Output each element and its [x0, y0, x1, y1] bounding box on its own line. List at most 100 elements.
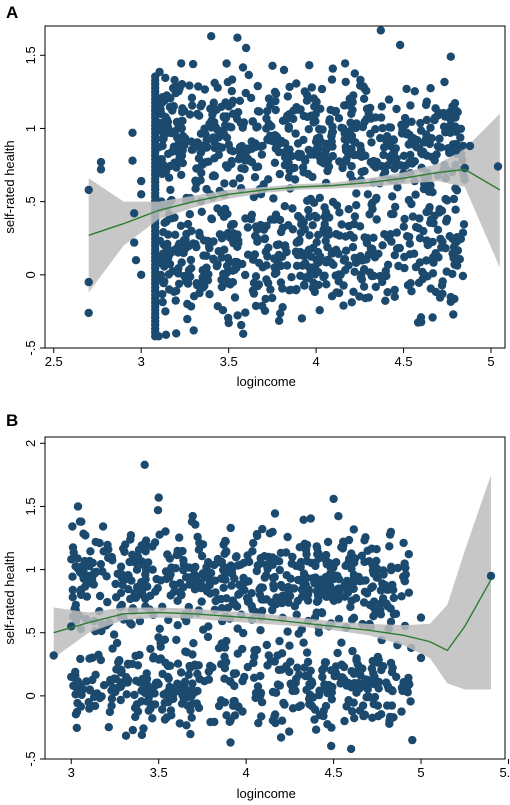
- scatter-point: [269, 580, 278, 590]
- scatter-point: [214, 247, 223, 256]
- scatter-point: [84, 698, 93, 707]
- scatter-point: [334, 288, 344, 298]
- scatter-point: [319, 273, 328, 282]
- scatter-point: [416, 313, 426, 322]
- scatter-point: [119, 544, 128, 553]
- scatter-point: [172, 550, 182, 560]
- scatter-point: [126, 594, 135, 604]
- scatter-point: [207, 32, 216, 41]
- scatter-point: [402, 232, 412, 241]
- scatter-point: [435, 205, 444, 214]
- scatter-point: [404, 673, 413, 683]
- scatter-point: [367, 583, 376, 593]
- scatter-point: [196, 102, 205, 111]
- scatter-point: [264, 552, 273, 562]
- scatter-point: [173, 621, 182, 630]
- scatter-point: [196, 176, 205, 185]
- scatter-point: [367, 664, 377, 673]
- scatter-point: [239, 573, 248, 583]
- scatter-point: [372, 545, 381, 554]
- scatter-point: [160, 635, 170, 644]
- scatter-point: [162, 688, 171, 698]
- scatter-point: [165, 285, 174, 294]
- scatter-point: [310, 263, 320, 272]
- scatter-point: [180, 683, 189, 692]
- scatter-point: [341, 266, 350, 275]
- scatter-point: [307, 701, 317, 711]
- scatter-point: [245, 557, 254, 567]
- scatter-point: [359, 598, 369, 607]
- scatter-point: [458, 271, 468, 281]
- scatter-point: [271, 254, 280, 263]
- scatter-point: [222, 59, 231, 68]
- scatter-point: [173, 679, 182, 688]
- scatter-point: [226, 145, 235, 155]
- scatter-point: [394, 244, 403, 253]
- scatter-point: [327, 666, 336, 675]
- scatter-point: [233, 33, 242, 42]
- scatter-point: [155, 530, 164, 539]
- scatter-point: [187, 713, 196, 722]
- scatter-point: [153, 584, 162, 593]
- scatter-point: [306, 194, 315, 204]
- scatter-point: [284, 598, 293, 607]
- scatter-point: [112, 665, 121, 674]
- scatter-point: [306, 514, 315, 523]
- scatter-point: [441, 128, 450, 137]
- scatter-point: [299, 154, 309, 164]
- x-axis-title: logincome: [237, 786, 296, 801]
- scatter-point: [432, 150, 441, 159]
- scatter-point: [146, 644, 155, 654]
- scatter-point: [239, 628, 248, 638]
- scatter-point: [465, 141, 475, 151]
- x-tick-label: 3.5: [150, 765, 168, 780]
- scatter-point: [205, 575, 214, 585]
- scatter-point: [385, 712, 395, 722]
- scatter-point: [189, 326, 198, 335]
- scatter-point: [270, 509, 280, 518]
- scatter-point: [311, 725, 321, 734]
- scatter-point: [369, 569, 378, 578]
- scatter-point: [259, 595, 268, 604]
- scatter-point: [137, 190, 146, 199]
- scatter-point: [405, 680, 414, 689]
- scatter-point: [81, 582, 90, 591]
- scatter-point: [391, 609, 401, 618]
- scatter-point: [288, 204, 297, 213]
- scatter-point: [156, 165, 165, 174]
- scatter-point: [299, 280, 309, 290]
- scatter-point: [341, 561, 350, 570]
- scatter-point: [371, 125, 380, 134]
- scatter-point: [311, 117, 320, 126]
- scatter-point: [323, 166, 332, 176]
- scatter-point: [185, 81, 194, 90]
- scatter-point: [370, 253, 380, 262]
- scatter-point: [360, 587, 370, 596]
- x-tick-label: 4.5: [395, 354, 413, 369]
- scatter-point: [443, 196, 452, 205]
- scatter-point: [173, 596, 182, 605]
- scatter-point: [197, 597, 206, 606]
- scatter-point: [303, 596, 313, 605]
- scatter-point: [88, 653, 97, 662]
- scatter-point: [253, 107, 263, 116]
- scatter-point: [163, 550, 172, 559]
- scatter-point: [363, 546, 372, 555]
- scatter-point: [302, 96, 312, 105]
- scatter-point: [128, 725, 137, 735]
- scatter-point: [323, 537, 333, 547]
- scatter-point: [446, 292, 455, 302]
- scatter-point: [371, 195, 380, 204]
- scatter-point: [187, 264, 196, 273]
- scatter-point: [164, 173, 174, 182]
- scatter-point: [219, 565, 228, 575]
- scatter-point: [166, 94, 175, 103]
- scatter-point: [337, 660, 346, 669]
- scatter-point: [207, 214, 216, 223]
- scatter-point: [380, 230, 389, 239]
- scatter-point: [341, 157, 351, 166]
- scatter-point: [181, 647, 190, 656]
- scatter-point: [180, 677, 190, 686]
- scatter-point: [300, 225, 309, 234]
- scatter-point: [362, 86, 371, 96]
